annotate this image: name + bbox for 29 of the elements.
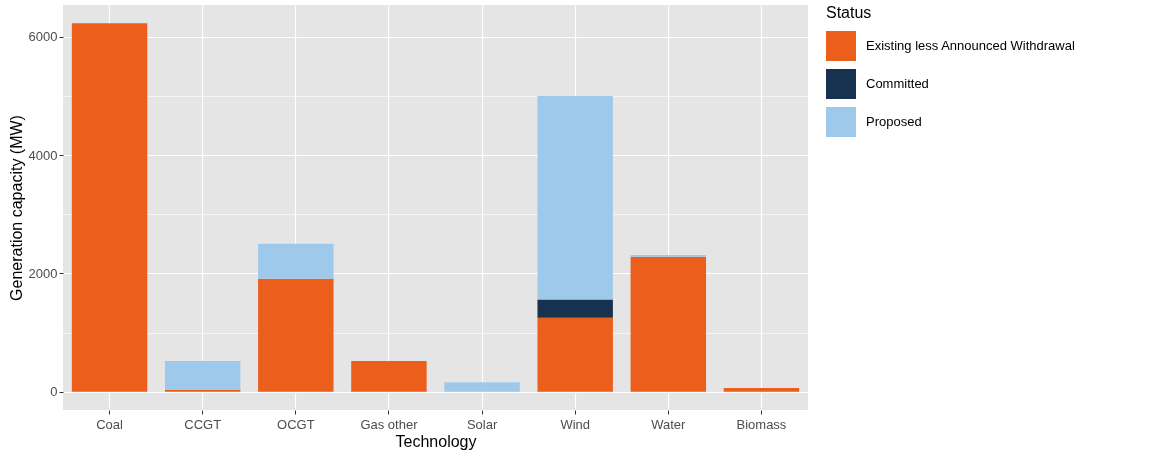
legend-title: Status <box>826 4 872 21</box>
y-tick-label: 4000 <box>28 147 58 163</box>
bar <box>537 96 613 300</box>
x-tick-label: CCGT <box>184 416 222 432</box>
y-tick-label: 6000 <box>28 29 58 45</box>
y-axis-title: Generation capacity (MW) <box>7 115 25 301</box>
x-tick-label: Gas other <box>360 416 419 432</box>
x-tick-label: Coal <box>96 416 124 432</box>
bar <box>351 360 427 392</box>
x-tick-label: Biomass <box>736 416 787 432</box>
x-tick-label: Wind <box>560 416 590 432</box>
bar <box>71 23 148 392</box>
x-tick-label: OCGT <box>277 416 315 432</box>
bar <box>258 243 334 279</box>
y-tick-label: 2000 <box>28 265 58 281</box>
legend-label: Committed <box>866 76 929 91</box>
x-tick-label: Water <box>651 416 687 432</box>
legend-label: Proposed <box>866 114 922 129</box>
legend-label: Existing less Announced Withdrawal <box>866 38 1075 53</box>
bar <box>164 360 241 390</box>
x-tick-label: Solar <box>466 416 498 432</box>
bar <box>537 317 613 392</box>
y-tick-label: 0 <box>50 384 58 400</box>
bar <box>723 388 800 392</box>
bar <box>537 299 613 318</box>
bar <box>444 382 520 392</box>
bar <box>258 278 334 392</box>
bar <box>630 256 707 392</box>
x-axis-title: Technology <box>395 432 477 450</box>
